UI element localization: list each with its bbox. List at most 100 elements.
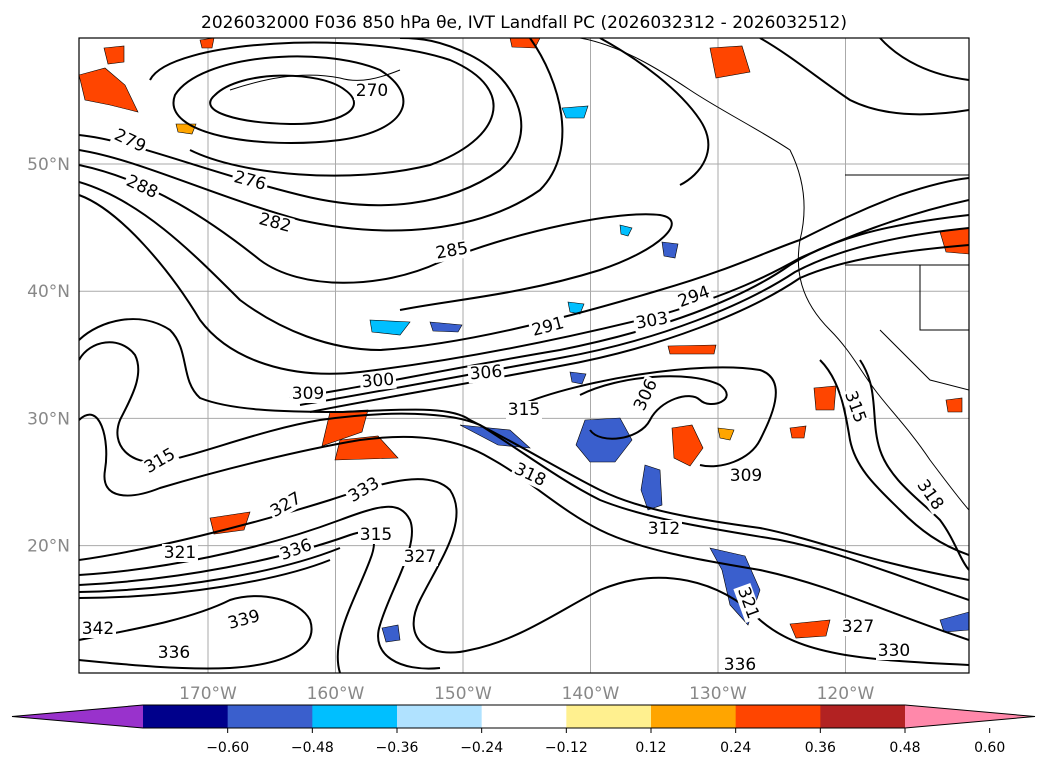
colorbar: −0.60 −0.48 −0.36 −0.24 −0.12 0.12 0.24 0.36 0.4… xyxy=(11,704,1036,756)
contour-label-bg xyxy=(290,385,326,403)
colorbar-tick-label: 0.12 xyxy=(635,740,666,756)
contour-line xyxy=(519,366,777,468)
contour-label-bg xyxy=(230,167,270,195)
contour-label-bg xyxy=(632,309,672,333)
colorbar-outline xyxy=(11,704,1036,729)
contour-label: 312 xyxy=(648,519,680,539)
lat-tick-label: 50°N xyxy=(27,155,70,175)
contour-label-bg xyxy=(358,526,394,544)
contour-label: 327 xyxy=(842,617,874,637)
figure-title: 2026032000 F036 850 hPa θe, IVT Landfall… xyxy=(201,13,847,33)
contour-label-bg xyxy=(509,459,551,491)
positive-anomaly-fills xyxy=(79,38,969,639)
contour-line xyxy=(79,478,969,666)
lon-tick-label: 120°W xyxy=(817,684,875,704)
colorbar-swatch xyxy=(312,705,398,728)
anomaly-blob xyxy=(667,344,717,355)
contour-line xyxy=(79,177,969,352)
lat-tick-label: 40°N xyxy=(27,282,70,302)
contour-label-bg xyxy=(876,642,912,660)
anomaly-blob xyxy=(709,45,751,79)
contour-label-bg xyxy=(354,82,390,100)
contour-line xyxy=(879,38,969,81)
colorbar-tick-label: 0.48 xyxy=(889,740,920,756)
colorbar-tick-label: 0.24 xyxy=(720,740,751,756)
colorbar-swatch xyxy=(820,705,906,728)
anomaly-blob xyxy=(561,105,589,119)
contour-line xyxy=(79,595,313,670)
contour-label: 336 xyxy=(158,643,190,663)
contour-label: 315 xyxy=(508,400,540,420)
contour-line xyxy=(149,41,495,177)
coastlines xyxy=(229,38,969,511)
contour-line xyxy=(172,55,405,144)
contour-label: 270 xyxy=(356,81,388,101)
lon-tick-label: 140°W xyxy=(562,684,620,704)
anomaly-blob xyxy=(789,619,831,639)
contour-label-bg xyxy=(432,239,472,263)
contour-line xyxy=(299,227,969,406)
contour-line xyxy=(209,74,355,126)
colorbar-swatch xyxy=(143,705,229,728)
contour-label-bg xyxy=(912,475,948,515)
contour-label-bg xyxy=(156,644,192,662)
contour-label-bg xyxy=(80,620,116,638)
contour-label: 321 xyxy=(164,543,196,563)
colorbar-tick-label: −0.24 xyxy=(460,740,503,756)
anomaly-blob xyxy=(79,67,139,113)
contour-label-bg xyxy=(162,544,198,562)
colorbar-swatch xyxy=(397,705,483,728)
colorbar-swatch xyxy=(651,705,737,728)
lon-tick-label: 160°W xyxy=(307,684,365,704)
colorbar-swatch xyxy=(481,705,567,728)
colorbar-tick-label: −0.36 xyxy=(376,740,419,756)
contour-line xyxy=(79,413,969,641)
border-line xyxy=(919,265,969,331)
contour-label-bg xyxy=(109,125,151,157)
contour-label-bg xyxy=(255,209,295,237)
contour-label-bg xyxy=(467,362,505,384)
contour-line xyxy=(79,164,673,311)
colorbar-tick-label: 0.36 xyxy=(805,740,836,756)
colorbar-tick-label: −0.12 xyxy=(545,740,588,756)
contour-line xyxy=(759,38,969,116)
contour-label-bg xyxy=(728,467,764,485)
contour-label-bg xyxy=(359,370,397,392)
anomaly-blob xyxy=(209,511,251,535)
contour-line xyxy=(579,375,728,440)
contour-label-bg xyxy=(733,583,763,623)
contour-label-bg xyxy=(506,401,542,419)
contour-label-bg xyxy=(528,313,568,341)
contour-label-bg xyxy=(276,535,316,565)
map-frame xyxy=(78,37,970,674)
contour-line xyxy=(79,38,564,232)
contour-line xyxy=(79,318,969,581)
anomaly-blob xyxy=(640,464,663,511)
contour-line xyxy=(859,359,969,571)
contour-label-bg xyxy=(722,656,758,673)
contour-label-bg xyxy=(402,548,438,566)
contour-line xyxy=(79,341,969,601)
anomaly-blob xyxy=(671,424,704,467)
anomaly-blob xyxy=(619,224,633,237)
contour-label: 300 xyxy=(361,370,395,393)
contour-label: 306 xyxy=(469,362,503,385)
lon-tick-label: 130°W xyxy=(689,684,747,704)
anomaly-blob xyxy=(199,38,215,49)
anomaly-blob xyxy=(661,241,679,259)
anomaly-blob xyxy=(717,427,735,441)
contour-label: 315 xyxy=(360,525,392,545)
contour-label-bg xyxy=(139,444,181,478)
anomaly-blob xyxy=(569,371,587,385)
anomaly-blob xyxy=(369,319,411,336)
latitude-ticks: 50°N 40°N 30°N 20°N xyxy=(27,155,70,557)
contour-label-bg xyxy=(224,606,264,634)
colorbar-extend-min xyxy=(12,705,143,728)
contour-line xyxy=(79,547,341,593)
anomaly-blob xyxy=(945,397,963,413)
anomaly-blob xyxy=(789,425,807,439)
contour-label: 330 xyxy=(878,641,910,661)
